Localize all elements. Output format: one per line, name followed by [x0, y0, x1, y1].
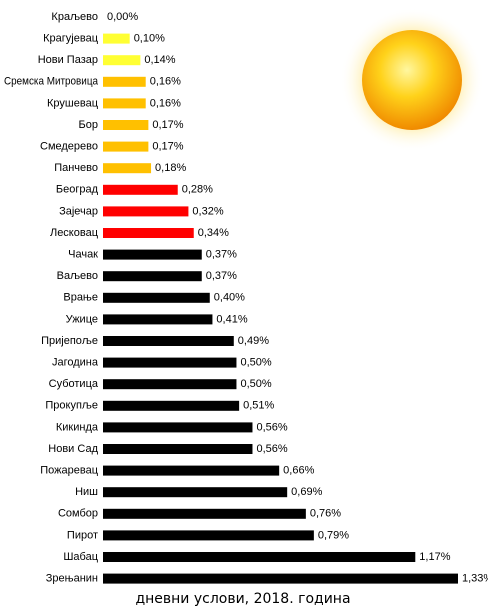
category-label: Зајечар: [59, 205, 98, 217]
category-label: Зрењанин: [46, 573, 98, 585]
x-axis-label: дневни услови, 2018. година: [135, 591, 350, 607]
category-label: Кикинда: [56, 421, 99, 433]
bar: [103, 249, 202, 260]
category-label: Крушевац: [47, 97, 99, 109]
category-label: Ваљево: [57, 270, 98, 282]
value-label: 0,16%: [150, 97, 181, 109]
category-label: Панчево: [54, 162, 98, 174]
value-label: 0,69%: [291, 486, 322, 498]
value-label: 0,32%: [192, 205, 223, 217]
category-label: Јагодина: [52, 357, 99, 369]
bar: [103, 422, 253, 433]
value-label: 0,00%: [107, 11, 138, 23]
category-label: Нови Сад: [48, 443, 98, 455]
value-label: 1,17%: [419, 551, 450, 563]
category-label: Бор: [79, 119, 98, 131]
value-label: 0,76%: [310, 508, 341, 520]
bar: [103, 530, 314, 541]
category-label: Крагујевац: [43, 33, 99, 45]
value-label: 0,41%: [216, 313, 247, 325]
category-label: Нови Пазар: [38, 54, 98, 66]
category-label: Ужице: [66, 313, 98, 325]
value-label: 0,66%: [283, 465, 314, 477]
value-label: 0,14%: [144, 54, 175, 66]
category-label: Пријепоље: [41, 335, 98, 347]
value-label: 0,10%: [134, 33, 165, 45]
value-label: 0,79%: [318, 529, 349, 541]
category-label: Чачак: [68, 249, 98, 261]
category-label: Суботица: [49, 378, 99, 390]
value-label: 0,17%: [152, 141, 183, 153]
category-label: Краљево: [51, 11, 98, 23]
value-label: 0,56%: [256, 421, 287, 433]
category-label: Пирот: [67, 529, 98, 541]
category-label: Врање: [63, 292, 98, 304]
bar: [103, 271, 202, 282]
value-label: 0,56%: [256, 443, 287, 455]
value-label: 0,18%: [155, 162, 186, 174]
category-label: Прокупље: [45, 400, 98, 412]
bar: [103, 487, 288, 498]
bar: [103, 552, 416, 562]
bar: [103, 76, 146, 87]
value-label: 0,37%: [206, 270, 237, 282]
value-label: 1,33%: [462, 573, 488, 585]
bar: [103, 379, 237, 390]
bar: [103, 314, 213, 325]
bar: [103, 465, 280, 476]
category-label: Лесковац: [50, 227, 99, 239]
category-label: Ниш: [75, 486, 98, 498]
category-label: Београд: [56, 184, 99, 196]
sun-icon: [340, 8, 484, 152]
category-label: Пожаревац: [40, 465, 98, 477]
value-label: 0,17%: [152, 119, 183, 131]
category-label: Шабац: [63, 551, 98, 563]
bar: [103, 141, 149, 152]
bar: [103, 400, 240, 411]
bar: [103, 33, 130, 44]
value-label: 0,50%: [240, 378, 271, 390]
value-label: 0,50%: [240, 357, 271, 369]
bar: [103, 357, 237, 368]
value-label: 0,34%: [198, 227, 229, 239]
value-label: 0,49%: [238, 335, 269, 347]
bar: [103, 98, 146, 109]
category-label: Смедерево: [40, 141, 98, 153]
bar: [103, 163, 152, 174]
bar: [103, 508, 306, 519]
bar: [103, 55, 141, 66]
bar: [103, 228, 194, 238]
bar: [103, 292, 210, 303]
bar: [103, 184, 178, 195]
value-label: 0,37%: [206, 249, 237, 261]
bar: [103, 444, 253, 454]
bar: [103, 336, 234, 346]
value-label: 0,40%: [214, 292, 245, 304]
value-label: 0,28%: [182, 184, 213, 196]
bar: [103, 120, 149, 130]
value-label: 0,51%: [243, 400, 274, 412]
value-label: 0,16%: [150, 76, 181, 88]
category-label: Сремска Митровица: [4, 76, 99, 88]
bar: [103, 573, 458, 584]
bar: [103, 206, 189, 217]
category-label: Сомбор: [58, 508, 98, 520]
